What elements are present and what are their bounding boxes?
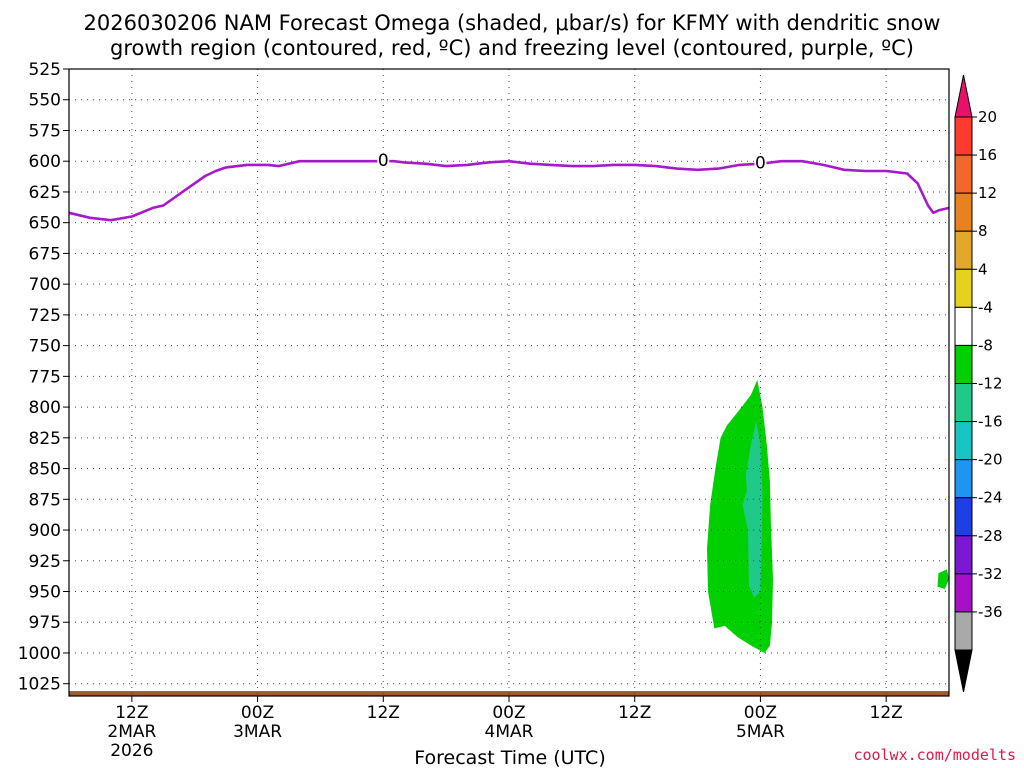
- colorbar-box-11: [954, 497, 973, 537]
- colorbar-label-7: -8: [978, 336, 993, 354]
- omega-region-3: [937, 569, 949, 589]
- y-tick-label-775: 775: [29, 367, 61, 387]
- grid-lines: [69, 69, 949, 696]
- y-tick-label-675: 675: [29, 244, 61, 264]
- colorbar-bottom-triangle: [954, 649, 973, 693]
- colorbar-label-9: -16: [978, 413, 1003, 431]
- x-axis-title: Forecast Time (UTC): [414, 747, 605, 768]
- colorbar-label-12: -28: [978, 527, 1003, 545]
- x-tick-label-h84: 12Z: [870, 703, 903, 723]
- x-tick-label-h48: 00Z: [492, 703, 525, 723]
- colorbar-label-10: -20: [978, 451, 1003, 469]
- colorbar-box-8: [954, 383, 973, 423]
- chart-title-line-2: growth region (contoured, red, ºC) and f…: [110, 36, 914, 60]
- y-tick-label-725: 725: [29, 306, 61, 326]
- colorbar-label-6: -4: [978, 298, 993, 316]
- colorbar-label-1: 20: [978, 108, 997, 126]
- x-tick-label-h60: 12Z: [618, 703, 651, 723]
- colorbar-box-4: [954, 230, 973, 270]
- y-tick-label-1025: 1025: [18, 675, 61, 695]
- y-tick-label-875: 875: [29, 490, 61, 510]
- y-axis: 525 550 575 600 625 650 675 700 725 750 775 800 825 8…: [18, 60, 69, 695]
- colorbar-label-11: -24: [978, 489, 1003, 507]
- y-tick-label-1000: 1000: [18, 644, 61, 664]
- x-tick-label-h24: 00Z: [241, 703, 274, 723]
- colorbar-label-5: 4: [978, 260, 988, 278]
- y-tick-label-900: 900: [29, 521, 61, 541]
- colorbar-label-14: -36: [978, 603, 1003, 621]
- x-tick-label-h36: 12Z: [367, 703, 400, 723]
- freezing-level-label-bg-1: [377, 153, 390, 170]
- colorbar-label-4: 8: [978, 222, 988, 240]
- colorbar-label-8: -12: [978, 375, 1003, 393]
- y-tick-label-525: 525: [29, 60, 61, 80]
- colorbar-box-7: [954, 344, 973, 384]
- y-tick-label-800: 800: [29, 398, 61, 418]
- y-tick-label-825: 825: [29, 429, 61, 449]
- colorbar-box-9: [954, 421, 973, 461]
- colorbar-top-triangle: [954, 74, 973, 118]
- colorbar-box-6: [954, 306, 973, 346]
- freezing-level-label-bg-2: [754, 155, 767, 172]
- x-date-label-h12: 2MAR: [107, 722, 156, 742]
- omega-shading: [707, 380, 949, 653]
- y-tick-label-650: 650: [29, 214, 61, 234]
- y-tick-label-550: 550: [29, 91, 61, 111]
- freezing-level-label-1: 0: [378, 151, 389, 171]
- omega-region-1: [707, 380, 773, 653]
- y-tick-label-975: 975: [29, 613, 61, 633]
- y-tick-label-950: 950: [29, 583, 61, 603]
- x-year-label-h12: 2026: [110, 741, 153, 761]
- y-tick-label-575: 575: [29, 121, 61, 141]
- colorbar-legend: 20 16 12 8 4 -4 -8 -12 -16 -20 -24 -28 -32 -36: [954, 74, 1003, 693]
- colorbar-box-10: [954, 459, 973, 499]
- y-tick-label-750: 750: [29, 337, 61, 357]
- x-date-label-h48: 4MAR: [485, 722, 534, 742]
- colorbar-label-2: 16: [978, 146, 997, 164]
- omega-region-2: [742, 421, 763, 598]
- y-tick-label-625: 625: [29, 183, 61, 203]
- colorbar-label-3: 12: [978, 184, 997, 202]
- y-tick-label-925: 925: [29, 552, 61, 572]
- colorbar-box-1: [954, 116, 973, 156]
- y-tick-label-700: 700: [29, 275, 61, 295]
- colorbar-box-2: [954, 154, 973, 194]
- colorbar-box-12: [954, 535, 973, 575]
- colorbar-box-14: [954, 611, 973, 651]
- y-tick-label-600: 600: [29, 152, 61, 172]
- colorbar-label-13: -32: [978, 565, 1003, 583]
- credit-text: coolwx.com/modelts: [853, 746, 1016, 764]
- colorbar-box-5: [954, 268, 973, 308]
- freezing-level-label-2: 0: [755, 154, 766, 174]
- x-date-label-h72: 5MAR: [736, 722, 785, 742]
- colorbar-box-3: [954, 192, 973, 232]
- x-date-label-h24: 3MAR: [233, 722, 282, 742]
- x-tick-label-h72: 00Z: [744, 703, 777, 723]
- colorbar-box-13: [954, 573, 973, 613]
- x-tick-label-h12: 12Z: [115, 703, 148, 723]
- freezing-level-line: [68, 159, 950, 222]
- y-tick-label-850: 850: [29, 460, 61, 480]
- chart-title-line-1: 2026030206 NAM Forecast Omega (shaded, μ…: [84, 11, 941, 35]
